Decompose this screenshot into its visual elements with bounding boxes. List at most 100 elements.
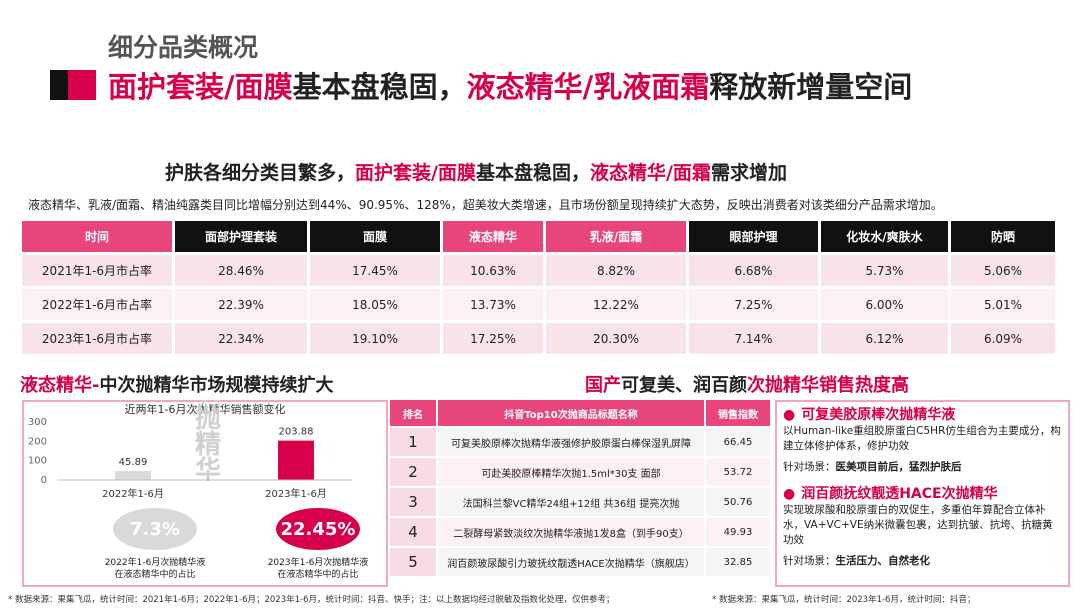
- cell: 5.73%: [821, 255, 948, 286]
- product-desc: 以Human-like重组胶原蛋白C5HR仿生组合为主要成分，构建立体修护体系，…: [783, 425, 1061, 452]
- caption: 2022年1-6月次抛精华液 在液态精华中的占比: [85, 557, 225, 581]
- text-segment: 液态精华/乳液面霜: [466, 70, 710, 104]
- cell: 法国科兰黎VC精华24组+12组 共36组 提亮次抛: [438, 488, 704, 516]
- text-segment: 护肤各细分类目繁多，: [165, 162, 356, 184]
- header-cell: 面膜: [310, 221, 440, 252]
- cell: 8.82%: [546, 255, 686, 286]
- scene: 医美项目前后，猛烈护肤后: [835, 461, 962, 473]
- title-marker-dark: [50, 70, 68, 100]
- right-heading: 国产可复美、润百颜次抛精华销售热度高: [585, 371, 909, 397]
- cell: 53.72: [706, 458, 770, 486]
- row: 4 二裂酵母紧致淡纹次抛精华液抛1发8盒（到手90支） 49.93: [390, 518, 770, 546]
- product-name: 润百颜抚纹靓透HACE次抛精华: [801, 486, 998, 502]
- cell: 28.46%: [175, 255, 307, 286]
- cell: 6.12%: [821, 323, 948, 354]
- cell: 6.00%: [821, 289, 948, 320]
- caption-line: 2023年1-6月次抛精华液: [267, 558, 369, 568]
- row: 2 可赴美胶原棒精华次抛1.5ml*30支 面部 53.72: [390, 458, 770, 486]
- caption-line: 在液态精华中的占比: [114, 570, 196, 580]
- text-segment: 基本盘稳固，: [475, 162, 590, 184]
- row: 2022年1-6月市占率 22.39% 18.05% 13.73% 12.22% 7.25…: [22, 289, 1055, 320]
- cell: 2021年1-6月市占率: [22, 255, 172, 286]
- header-cell: 时间: [22, 221, 172, 252]
- y-tick-label: 0: [41, 475, 47, 486]
- y-tick-label: 300: [28, 417, 47, 428]
- section-label: 细分品类概况: [108, 33, 259, 62]
- text-segment: 国产: [585, 375, 621, 396]
- footnote: * 数据来源：果集飞瓜，统计时间：2021年1-6月；2022年1-6月；202…: [8, 595, 615, 605]
- cell: 可复美胶原棒次抛精华液强修护胶原蛋白棒保湿乳屏障: [438, 428, 704, 456]
- title-marker-pink: [68, 70, 96, 100]
- watermark: 次抛精华: [191, 400, 221, 482]
- cell: 50.76: [706, 488, 770, 516]
- header-cell: 眼部护理: [689, 221, 818, 252]
- product-panel: [775, 400, 1070, 587]
- header-row: 排名 抖音Top10次抛商品标题名称 销售指数: [390, 400, 770, 426]
- cell: 3: [390, 488, 436, 516]
- caption: 2023年1-6月次抛精华液 在液态精华中的占比: [248, 557, 388, 581]
- cell: 13.73%: [443, 289, 543, 320]
- product-desc: 实现玻尿酸和胶原蛋白的双促生，多重伯年算配合立体补水，VA+VC+VE纳米微囊包…: [783, 504, 1053, 546]
- product-heading: ● 可复美胶原棒次抛精华液: [783, 404, 1063, 424]
- row: 2021年1-6月市占率 28.46% 17.45% 10.63% 8.82% 6.68%…: [22, 255, 1055, 286]
- cell: 17.25%: [443, 323, 543, 354]
- share-ellipse: 7.3%: [113, 508, 197, 550]
- text-segment: 液态精华/面霜: [589, 162, 711, 184]
- cell: 20.30%: [546, 323, 686, 354]
- y-tick-label: 200: [28, 436, 47, 447]
- product-scene: 针对场景：生活压力、自然老化: [783, 554, 1063, 569]
- cell: 22.34%: [175, 323, 307, 354]
- row: 1 可复美胶原棒次抛精华液强修护胶原蛋白棒保湿乳屏障 66.45: [390, 428, 770, 456]
- cell: 32.85: [706, 548, 770, 576]
- header-cell: 化妆水/爽肤水: [821, 221, 948, 252]
- header-cell: 防晒: [951, 221, 1055, 252]
- bar: [278, 440, 314, 480]
- bar: [115, 471, 151, 480]
- cell: 49.93: [706, 518, 770, 546]
- product-name: 可复美胶原棒次抛精华液: [801, 407, 956, 423]
- subtitle: 护肤各细分类目繁多，面护套装/面膜基本盘稳固，液态精华/面霜需求增加: [165, 158, 787, 185]
- row: 3 法国科兰黎VC精华24组+12组 共36组 提亮次抛 50.76: [390, 488, 770, 516]
- cell: 66.45: [706, 428, 770, 456]
- value-label: 203.88: [279, 427, 314, 438]
- header-cell: 抖音Top10次抛商品标题名称: [438, 400, 704, 426]
- header-cell: 排名: [390, 400, 436, 426]
- cell: 19.10%: [310, 323, 440, 354]
- slide-title: 面护套装/面膜基本盘稳固，液态精华/乳液面霜释放新增量空间: [108, 64, 912, 106]
- x-tick-label: 2023年1-6月: [265, 487, 327, 500]
- cell: 5: [390, 548, 436, 576]
- cell: 12.22%: [546, 289, 686, 320]
- caption-line: 在液态精华中的占比: [277, 570, 359, 580]
- text-segment: 液态精华-: [20, 375, 100, 396]
- rank-table: 排名 抖音Top10次抛商品标题名称 销售指数 1 可复美胶原棒次抛精华液强修护胶原蛋白…: [388, 398, 772, 578]
- cell: 2022年1-6月市占率: [22, 289, 172, 320]
- cell: 7.14%: [689, 323, 818, 354]
- header-cell: 面部护理套装: [175, 221, 307, 252]
- text-segment: 释放新增量空间: [709, 70, 913, 104]
- x-tick-label: 2022年1-6月: [102, 487, 164, 500]
- text-segment: 次抛精华销售热度高: [747, 375, 909, 396]
- text-segment: 可复美、润百颜: [621, 375, 747, 396]
- cell: 6.09%: [951, 323, 1055, 354]
- chart: 近两年1-6月次抛精华销售额变化 0 100 200 300 次抛精华 45.89 2022年…: [28, 400, 352, 500]
- share-ellipse: 22.45%: [276, 508, 360, 550]
- footnote: * 数据来源：果集飞瓜，统计时间：2023年1-6月，统计时间：抖音；: [712, 595, 976, 605]
- cell: 5.06%: [951, 255, 1055, 286]
- cell: 7.25%: [689, 289, 818, 320]
- row: 5 润百颜玻尿酸引力玻抚纹靓透HACE次抛精华（旗舰店） 32.85: [390, 548, 770, 576]
- bullet: ●: [783, 486, 796, 502]
- row: 2023年1-6月市占率 22.34% 19.10% 17.25% 20.30% 7.14…: [22, 323, 1055, 354]
- cell: 2: [390, 458, 436, 486]
- cell: 可赴美胶原棒精华次抛1.5ml*30支 面部: [438, 458, 704, 486]
- text-segment: 中次抛精华市场规模持续扩大: [99, 375, 334, 396]
- y-tick-label: 100: [28, 456, 47, 467]
- note: 液态精华、乳液/面霜、精油纯露类目同比增幅分别达到44%、90.95%、128%…: [28, 198, 943, 212]
- header-row: 时间 面部护理套装 面膜 液态精华 乳液/面霜 眼部护理 化妆水/爽肤水 防晒: [22, 221, 1055, 252]
- cell: 6.68%: [689, 255, 818, 286]
- product-scene: 针对场景：医美项目前后，猛烈护肤后: [783, 460, 1063, 475]
- cell: 10.63%: [443, 255, 543, 286]
- caption-line: 2022年1-6月次抛精华液: [104, 558, 206, 568]
- scene-label: 针对场景：: [783, 461, 836, 473]
- scene: 生活压力、自然老化: [835, 555, 931, 567]
